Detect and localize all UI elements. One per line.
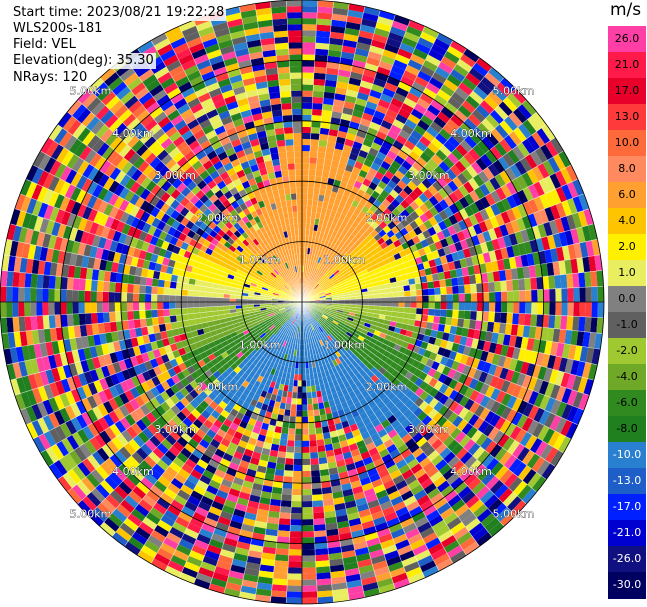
- range-ring-label: 2.00km: [366, 211, 408, 224]
- colorbar-swatch: [608, 572, 646, 599]
- range-ring-label: 5.00km: [70, 507, 112, 520]
- colorbar-swatch: [608, 520, 646, 547]
- range-ring-label: 4.00km: [112, 465, 154, 478]
- range-ring-label: 2.00km: [197, 211, 239, 224]
- radar-ppi-plot: 1.00km 1.00km 1.00km 1.00km 2.00km 2.00km 2.00…: [0, 0, 605, 605]
- colorbar-tick-label: -10.0: [612, 448, 642, 461]
- colorbar-tick-label: 21.0: [614, 58, 640, 71]
- colorbar-swatch: [608, 26, 646, 53]
- colorbar-tick-label: 17.0: [614, 84, 640, 97]
- colorbar-tick-label: -2.0: [616, 344, 638, 357]
- range-ring-label: 3.00km: [408, 423, 450, 436]
- colorbar-swatch: [608, 286, 646, 313]
- field-label: Field: VEL: [11, 37, 78, 53]
- range-ring-label: 4.00km: [450, 465, 492, 478]
- range-ring-label: 3.00km: [408, 169, 450, 182]
- colorbar-tick-label: 1.0: [618, 266, 636, 279]
- colorbar-swatch: [608, 234, 646, 261]
- range-ring-label: 1.00km: [239, 254, 281, 267]
- colorbar-swatch: [608, 494, 646, 521]
- colorbar-tick-label: -26.0: [612, 552, 642, 565]
- range-ring-label: 1.00km: [324, 254, 366, 267]
- colorbar-swatch: [608, 546, 646, 573]
- colorbar-swatch: [608, 312, 646, 339]
- colorbar-swatch: [608, 52, 646, 79]
- elevation-label: Elevation(deg): 35.30: [11, 53, 156, 69]
- colorbar-tick-label: -1.0: [616, 318, 638, 331]
- colorbar-tick-label: 4.0: [618, 214, 636, 227]
- colorbar-swatch: [608, 338, 646, 365]
- colorbar-tick-label: -17.0: [612, 500, 642, 513]
- range-ring-label: 2.00km: [197, 381, 239, 394]
- range-ring-label: 3.00km: [154, 423, 196, 436]
- velocity-field: [0, 0, 604, 604]
- colorbar-tick-label: -8.0: [616, 422, 638, 435]
- colorbar-swatch: [608, 156, 646, 183]
- colorbar-tick-label: -30.0: [612, 578, 642, 591]
- colorbar-tick-label: 2.0: [618, 240, 636, 253]
- colorbar-tick-label: 8.0: [618, 162, 636, 175]
- colorbar-tick-label: 26.0: [614, 32, 640, 45]
- range-ring-label: 4.00km: [450, 127, 492, 140]
- colorbar-tick-label: 0.0: [618, 292, 636, 305]
- range-ring-label: 4.00km: [112, 127, 154, 140]
- colorbar-tick-label: 13.0: [614, 110, 640, 123]
- colorbar-tick-label: -21.0: [612, 526, 642, 539]
- range-ring-label: 2.00km: [366, 381, 408, 394]
- start-time-label: Start time: 2023/08/21 19:22:28: [11, 5, 227, 21]
- colorbar-swatch: [608, 104, 646, 131]
- colorbar-tick-label: -6.0: [616, 396, 638, 409]
- colorbar-swatch: [608, 442, 646, 469]
- colorbar-swatch: [608, 364, 646, 391]
- colorbar-swatch: [608, 78, 646, 105]
- colorbar-swatch: [608, 390, 646, 417]
- range-ring-label: 5.00km: [493, 507, 535, 520]
- colorbar-unit: m/s: [610, 0, 642, 20]
- colorbar-tick-label: -13.0: [612, 474, 642, 487]
- range-ring-label: 1.00km: [239, 338, 281, 351]
- colorbar-swatch: [608, 130, 646, 157]
- instrument-label: WLS200s-181: [11, 21, 105, 37]
- colorbar-swatch: [608, 416, 646, 443]
- range-ring-label: 3.00km: [154, 169, 196, 182]
- colorbar-swatch: [608, 208, 646, 235]
- colorbar-swatch: [608, 182, 646, 209]
- range-ring-label: 5.00km: [493, 85, 535, 98]
- colorbar-tick-label: 6.0: [618, 188, 636, 201]
- range-ring-label: 5.00km: [70, 85, 112, 98]
- colorbar: 26.0 21.0 17.0 13.0 10.0 8.0 6.0 4.0 2.0 1.0 0.0 -1…: [608, 26, 646, 599]
- range-ring-label: 1.00km: [324, 338, 366, 351]
- colorbar-tick-label: -4.0: [616, 370, 638, 383]
- nrays-label: NRays: 120: [11, 70, 90, 86]
- colorbar-swatch: [608, 468, 646, 495]
- colorbar-swatch: [608, 260, 646, 287]
- colorbar-tick-label: 10.0: [614, 136, 640, 149]
